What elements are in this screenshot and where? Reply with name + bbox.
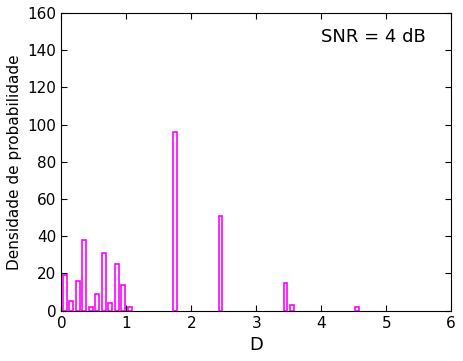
Bar — [75, 281, 80, 310]
Text: SNR = 4 dB: SNR = 4 dB — [321, 28, 425, 46]
Bar — [108, 303, 112, 310]
Bar — [128, 307, 131, 310]
Bar — [219, 216, 223, 310]
Bar — [63, 275, 67, 310]
Bar — [95, 294, 99, 310]
Bar — [355, 307, 359, 310]
Bar — [121, 284, 125, 310]
Bar — [115, 264, 119, 310]
X-axis label: D: D — [250, 336, 263, 354]
Bar — [82, 240, 86, 310]
Bar — [102, 253, 106, 310]
Bar — [283, 283, 288, 310]
Bar — [290, 305, 294, 310]
Bar — [69, 301, 73, 310]
Bar — [88, 307, 93, 310]
Y-axis label: Densidade de probabilidade: Densidade de probabilidade — [7, 54, 22, 270]
Bar — [173, 132, 177, 310]
